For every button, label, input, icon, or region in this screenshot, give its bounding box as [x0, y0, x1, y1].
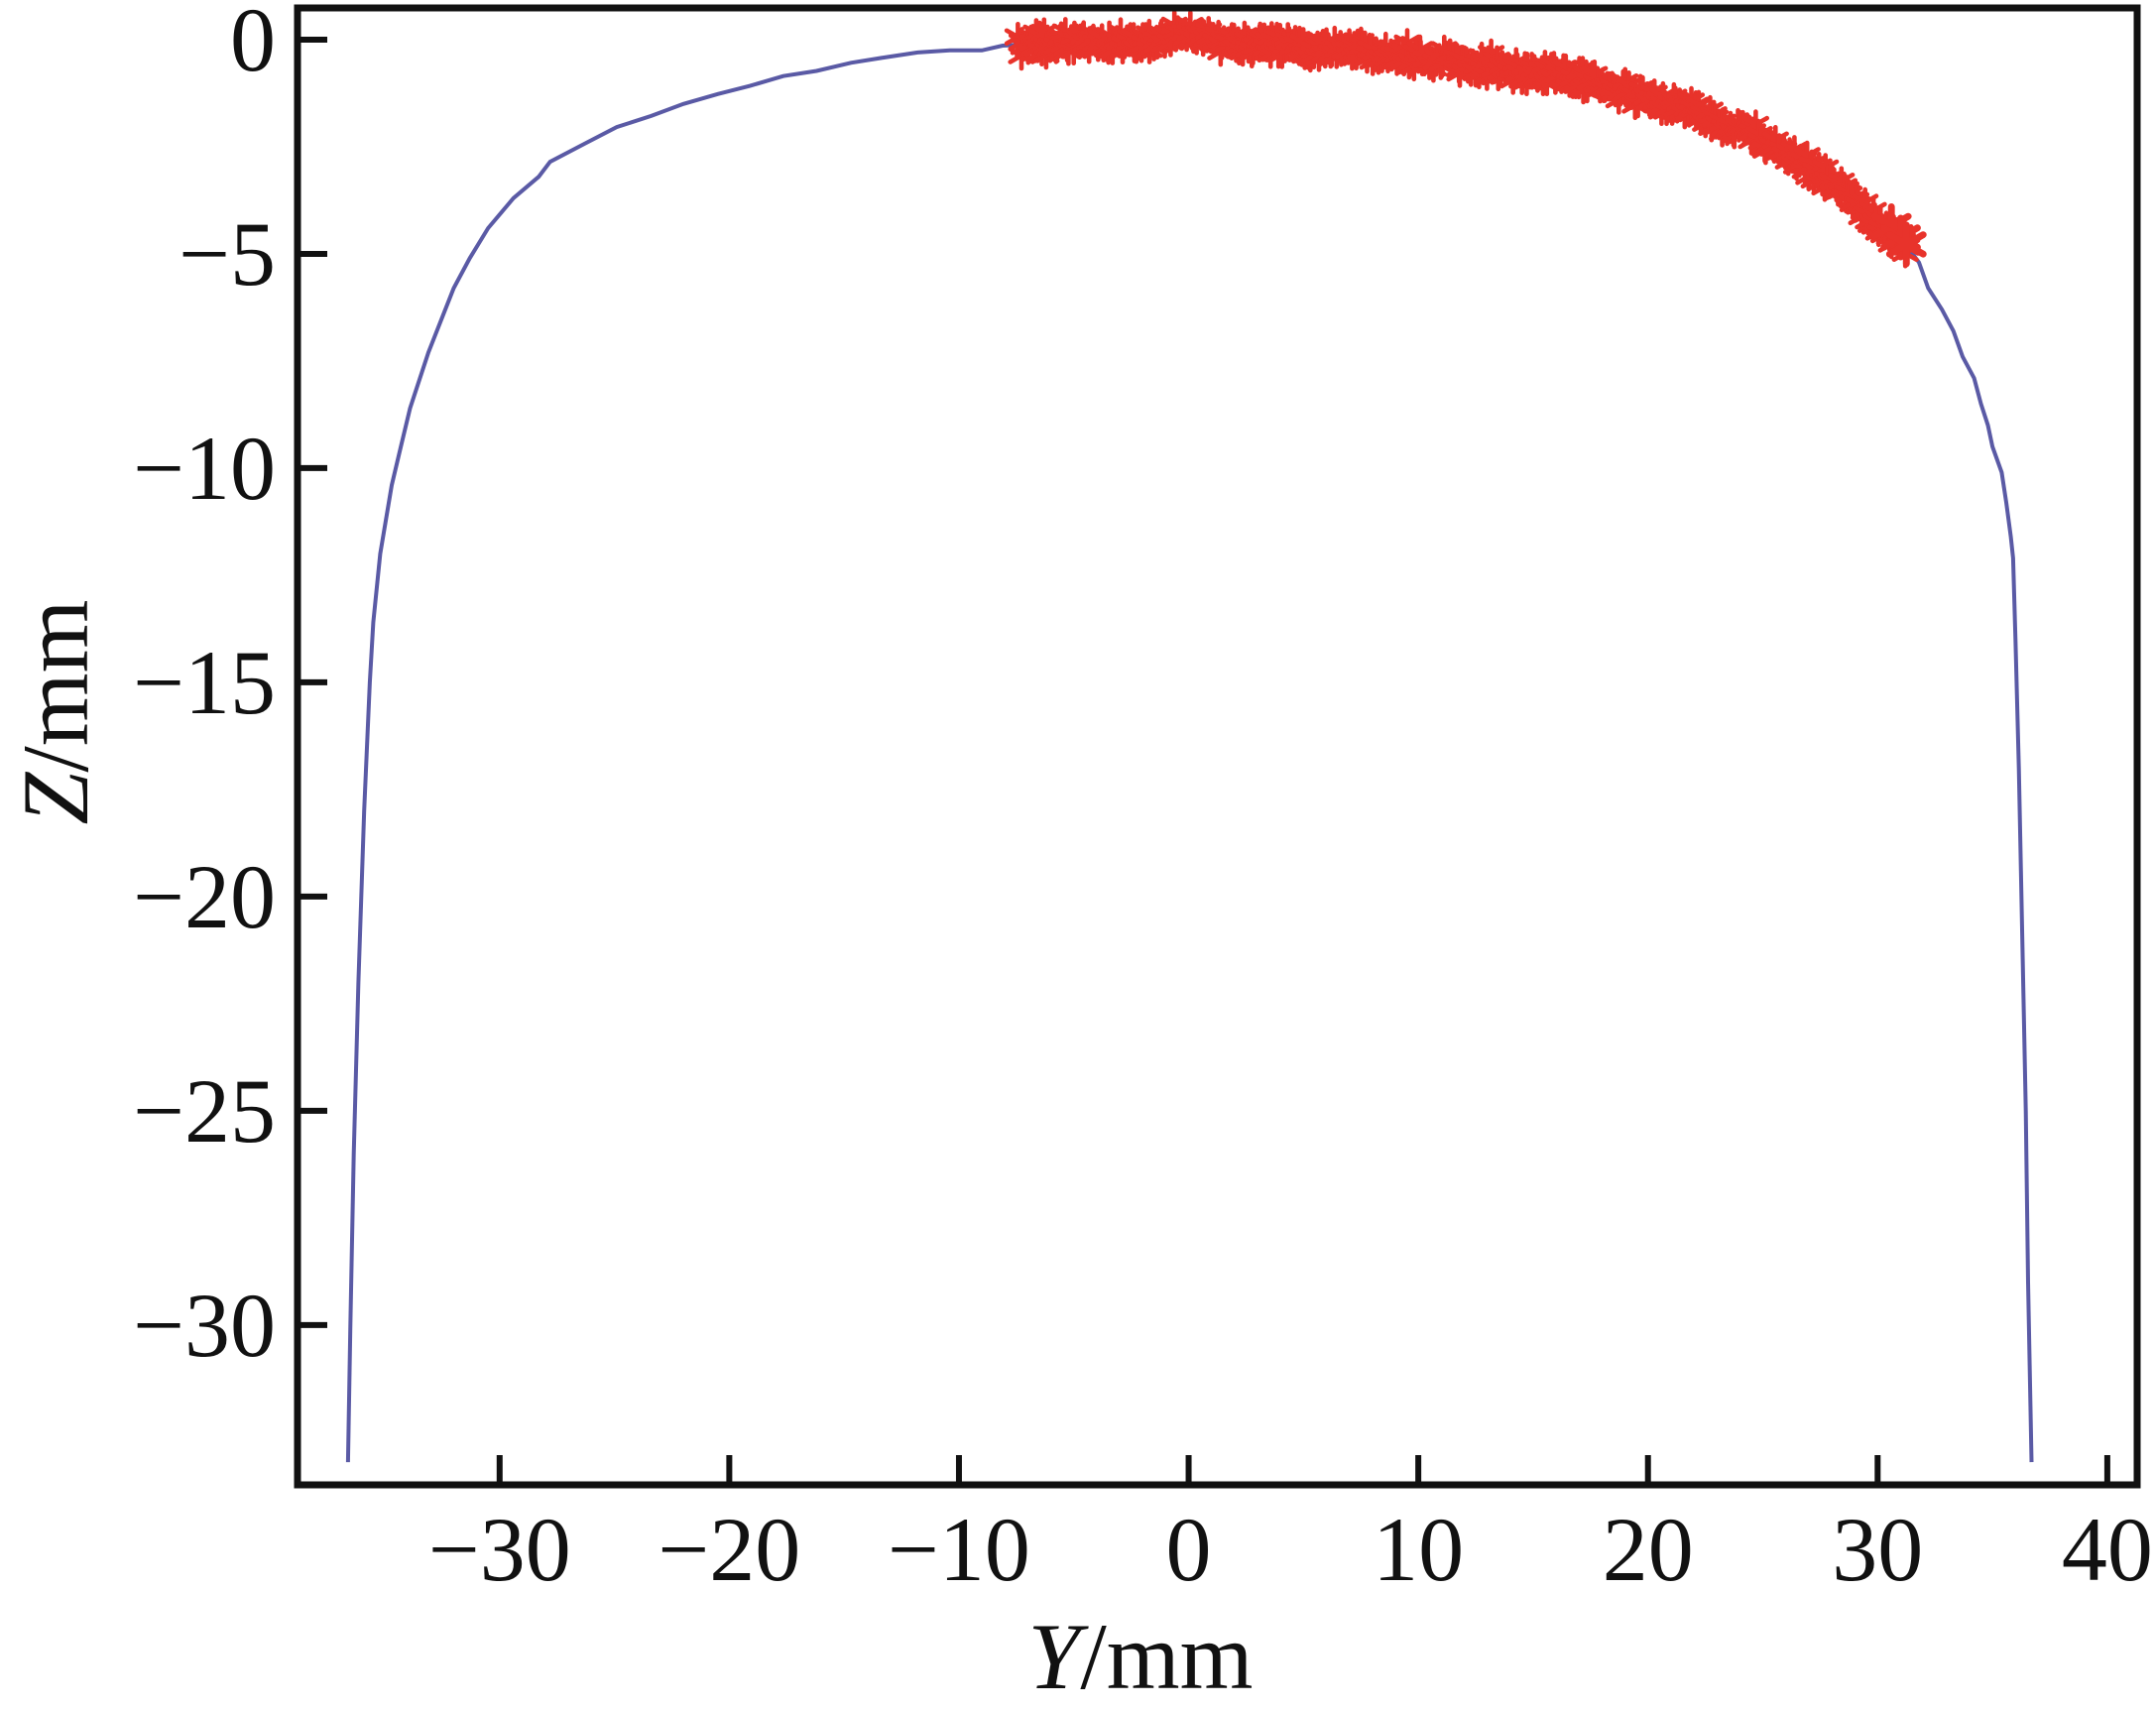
axis-ticks — [298, 36, 2110, 1485]
axis-tick-labels: −30 −20 −10 0 10 20 30 40 0 −5 −10 −15 −20 −25 −30 — [133, 0, 2153, 1600]
y-tick-label: −15 — [133, 632, 276, 733]
y-axis-label-unit: /mm — [3, 599, 108, 772]
y-tick-label: −30 — [133, 1275, 276, 1376]
x-axis-label-variable: Y — [1027, 1604, 1089, 1709]
y-tick-label: −25 — [133, 1060, 276, 1162]
x-tick-label: 0 — [1166, 1499, 1212, 1600]
x-tick-label: −30 — [428, 1499, 571, 1600]
x-axis-label-unit: /mm — [1080, 1604, 1253, 1709]
x-tick-label: −10 — [888, 1499, 1030, 1600]
y-tick-label: −20 — [133, 846, 276, 947]
plot-frame — [294, 4, 2141, 1489]
y-axis-label: Z/mm — [3, 599, 108, 824]
x-tick-label: −20 — [658, 1499, 800, 1600]
y-tick-label: −5 — [179, 203, 276, 305]
y-tick-label: −10 — [133, 418, 276, 519]
x-tick-label: 40 — [2062, 1499, 2153, 1600]
x-tick-label: 30 — [1832, 1499, 1923, 1600]
x-tick-label: 10 — [1373, 1499, 1464, 1600]
y-axis-label-variable: Z — [3, 772, 108, 825]
x-axis-label: Y/mm — [1027, 1604, 1253, 1709]
plot-area — [298, 8, 2137, 1485]
x-tick-label: 20 — [1603, 1499, 1694, 1600]
y-tick-label: 0 — [230, 0, 276, 90]
